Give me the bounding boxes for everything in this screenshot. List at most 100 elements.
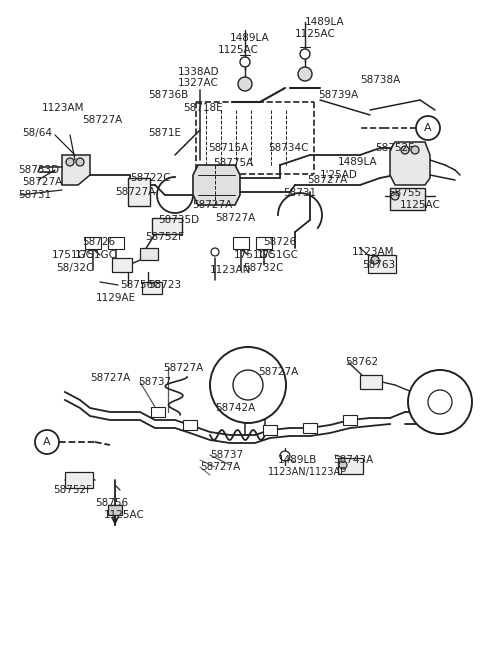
Text: 58718E: 58718E (183, 103, 223, 113)
Text: 58731: 58731 (18, 190, 51, 200)
Text: 58727A: 58727A (200, 462, 240, 472)
Bar (303, 423, 317, 433)
Text: 1489LB: 1489LB (278, 455, 317, 465)
Text: 58727A: 58727A (90, 373, 130, 383)
Text: 1125AC: 1125AC (218, 45, 259, 55)
Text: 1489LA: 1489LA (305, 17, 345, 27)
Text: 58742A: 58742A (215, 403, 255, 413)
Circle shape (35, 430, 59, 454)
Bar (338, 458, 363, 474)
Text: 58727A: 58727A (258, 367, 298, 377)
Text: 58722C: 58722C (130, 173, 170, 183)
Text: 58726: 58726 (82, 237, 115, 247)
Text: 58727A: 58727A (192, 200, 232, 210)
Bar (85, 237, 101, 249)
Text: 58735D: 58735D (158, 215, 199, 225)
Text: 58723: 58723 (148, 280, 181, 290)
Text: 58756C: 58756C (120, 280, 160, 290)
Text: 58726: 58726 (263, 237, 296, 247)
Text: 58739A: 58739A (318, 90, 358, 100)
Text: 1125AC: 1125AC (295, 29, 336, 39)
Circle shape (408, 370, 472, 434)
Circle shape (416, 116, 440, 140)
Text: 1338AD: 1338AD (178, 67, 220, 77)
Text: 58727A: 58727A (115, 187, 155, 197)
Text: A: A (43, 437, 51, 447)
Bar (233, 237, 249, 249)
Text: 1123AN: 1123AN (210, 265, 252, 275)
Polygon shape (62, 155, 90, 185)
Bar (151, 407, 165, 417)
Circle shape (233, 370, 263, 400)
Polygon shape (390, 142, 430, 185)
Circle shape (371, 256, 379, 264)
Circle shape (210, 347, 286, 423)
Text: 5871E: 5871E (148, 128, 181, 138)
Text: 58738A: 58738A (360, 75, 400, 85)
Bar (152, 218, 182, 234)
Text: 58756: 58756 (95, 498, 128, 508)
Circle shape (411, 146, 419, 154)
Text: 58763: 58763 (362, 260, 395, 270)
Text: 58733D: 58733D (18, 165, 59, 175)
Text: 1123AM: 1123AM (352, 247, 395, 257)
Text: 1123AN/1123AP: 1123AN/1123AP (268, 467, 347, 477)
Bar (368, 255, 396, 273)
Text: 1'25AD: 1'25AD (320, 170, 358, 180)
Circle shape (238, 77, 252, 91)
Text: 1751GC: 1751GC (75, 250, 117, 260)
Bar (343, 415, 357, 425)
Bar (183, 420, 197, 430)
Polygon shape (193, 165, 240, 205)
Text: 58762: 58762 (345, 357, 378, 367)
Circle shape (401, 146, 409, 154)
Text: 58752F: 58752F (145, 232, 184, 242)
Text: 58737: 58737 (138, 377, 171, 387)
Text: 58/32C: 58/32C (56, 263, 94, 273)
Bar (263, 425, 277, 435)
Circle shape (300, 49, 310, 59)
Circle shape (339, 461, 347, 469)
Circle shape (66, 158, 74, 166)
Text: 58731: 58731 (283, 188, 316, 198)
Circle shape (76, 158, 84, 166)
Text: 58752F: 58752F (53, 485, 92, 495)
Bar (112, 258, 132, 272)
Text: 1489LA: 1489LA (338, 157, 378, 167)
Bar (360, 375, 382, 389)
Text: 58727A: 58727A (163, 363, 203, 373)
Text: 58727A: 58727A (215, 213, 255, 223)
Bar (256, 237, 272, 249)
Text: 1489LA: 1489LA (230, 33, 270, 43)
Text: 58727A: 58727A (82, 115, 122, 125)
Circle shape (391, 192, 399, 200)
Text: 1751GC: 1751GC (234, 250, 276, 260)
Text: 58732C: 58732C (243, 263, 284, 273)
Circle shape (240, 57, 250, 67)
Text: 1751GC: 1751GC (257, 250, 299, 260)
Bar (390, 188, 425, 210)
Text: 1327AC: 1327AC (178, 78, 219, 88)
Text: 58775A: 58775A (213, 158, 253, 168)
Text: 1125AC: 1125AC (104, 510, 145, 520)
Bar (108, 237, 124, 249)
Text: 58736B: 58736B (148, 90, 188, 100)
Circle shape (298, 67, 312, 81)
Text: 1123AM: 1123AM (42, 103, 84, 113)
Text: 1125AC: 1125AC (400, 200, 441, 210)
Text: 58737: 58737 (210, 450, 243, 460)
Circle shape (211, 248, 219, 256)
Bar (142, 282, 162, 294)
Text: 1129AE: 1129AE (96, 293, 136, 303)
Text: 58715A: 58715A (208, 143, 248, 153)
Bar (65, 472, 93, 488)
Text: 58755: 58755 (388, 188, 421, 198)
Circle shape (280, 451, 290, 461)
Bar (128, 178, 150, 206)
Text: 58743A: 58743A (333, 455, 373, 465)
Text: 58727A: 58727A (22, 177, 62, 187)
Text: A: A (424, 123, 432, 133)
Text: 58734C: 58734C (268, 143, 309, 153)
Text: 1751GC: 1751GC (52, 250, 94, 260)
Text: 58/64: 58/64 (22, 128, 52, 138)
